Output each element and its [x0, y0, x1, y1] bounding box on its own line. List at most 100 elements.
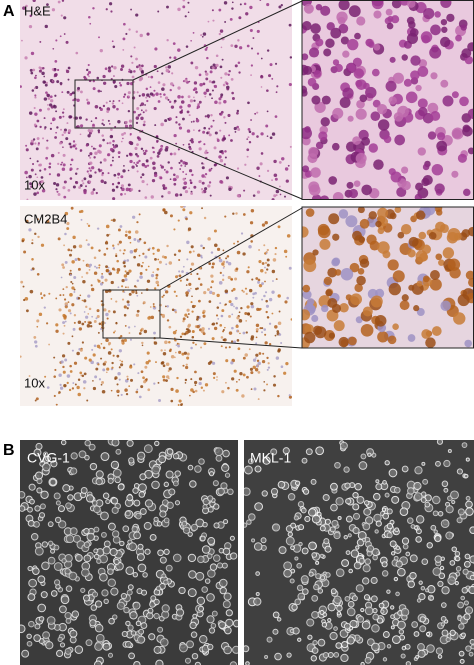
texture-cell [186, 308, 190, 312]
texture-cell [112, 100, 115, 103]
texture-cell [213, 554, 221, 562]
texture-cell [205, 149, 208, 152]
texture-cell [25, 309, 29, 313]
texture-cell [225, 176, 229, 180]
texture-cell [382, 631, 390, 638]
texture-cell [187, 143, 191, 146]
texture-cell [311, 314, 319, 322]
texture-cell [304, 515, 311, 523]
texture-cell [80, 90, 83, 94]
texture-cell [210, 125, 213, 128]
texture-cell [399, 300, 410, 311]
texture-cell [255, 323, 260, 328]
texture-cell [286, 652, 292, 658]
texture-cell [145, 159, 149, 163]
texture-cell [77, 378, 81, 381]
texture-cell [375, 520, 382, 527]
texture-cell [105, 265, 109, 269]
texture-cell [179, 335, 183, 338]
texture-cell [370, 295, 383, 308]
texture-cell [103, 181, 107, 185]
texture-cell [33, 192, 37, 196]
texture-cell [71, 335, 74, 338]
texture-cell [122, 95, 126, 98]
texture-cell [215, 454, 223, 462]
texture-cell [52, 47, 55, 50]
texture-cell [433, 529, 438, 534]
texture-cell [43, 294, 46, 297]
texture-cell [22, 285, 25, 288]
texture-cell [418, 580, 423, 585]
texture-cell [127, 169, 130, 172]
texture-cell [437, 510, 444, 517]
texture-cell [419, 625, 427, 633]
texture-cell [199, 140, 202, 143]
texture-cell [360, 453, 367, 460]
texture-cell [172, 553, 182, 563]
texture-cell [89, 619, 97, 627]
texture-cell [195, 287, 198, 291]
texture-cell [68, 388, 72, 392]
texture-cell [219, 29, 224, 33]
texture-cell [138, 332, 142, 335]
texture-cell [119, 83, 123, 87]
texture-cell [66, 374, 71, 378]
texture-cell [218, 621, 227, 630]
texture-cell [155, 273, 159, 277]
texture-cell [165, 305, 167, 308]
texture-cell [261, 490, 268, 497]
texture-cell [254, 465, 262, 473]
texture-cell [156, 248, 160, 252]
texture-cell [277, 349, 281, 353]
texture-cell [88, 15, 91, 19]
texture-cell [386, 644, 392, 649]
texture-cell [283, 568, 292, 578]
texture-cell [99, 161, 103, 164]
texture-cell [126, 494, 134, 502]
texture-cell [347, 38, 359, 51]
texture-cell [289, 628, 294, 634]
texture-cell [228, 134, 231, 137]
texture-cell [247, 458, 254, 465]
texture-cell [53, 105, 57, 109]
texture-cell [150, 595, 157, 602]
texture-cell [165, 379, 168, 383]
texture-cell [111, 102, 115, 105]
texture-cell [431, 163, 444, 176]
texture-cell [166, 319, 170, 322]
texture-cell [126, 440, 134, 447]
texture-cell [350, 293, 363, 306]
texture-cell [122, 525, 130, 533]
texture-cell [188, 114, 191, 117]
texture-cell [407, 334, 416, 342]
texture-cell [386, 22, 394, 30]
texture-cell [135, 13, 139, 17]
texture-cell [85, 118, 88, 121]
texture-cell [32, 0, 36, 2]
texture-cell [216, 139, 220, 142]
texture-cell [249, 367, 253, 371]
texture-cell [449, 560, 456, 566]
texture-cell [259, 326, 262, 330]
texture-cell [155, 585, 162, 592]
texture-cell [181, 332, 185, 336]
texture-cell [103, 158, 106, 161]
texture-cell [407, 517, 414, 524]
texture-cell [201, 545, 211, 554]
texture-cell [136, 65, 139, 69]
texture-cell [207, 495, 214, 502]
texture-cell [255, 336, 258, 339]
texture-cell [438, 572, 446, 580]
texture-cell [98, 266, 101, 269]
texture-cell [72, 245, 77, 249]
texture-cell [454, 550, 461, 557]
texture-cell [432, 567, 442, 576]
texture-cell [161, 87, 165, 91]
texture-cell [231, 96, 235, 100]
texture-cell [200, 34, 203, 37]
texture-cell [278, 333, 282, 336]
texture-cell [409, 571, 417, 580]
texture-cell [161, 295, 164, 298]
texture-cell [223, 645, 232, 655]
texture-cell [136, 263, 141, 267]
